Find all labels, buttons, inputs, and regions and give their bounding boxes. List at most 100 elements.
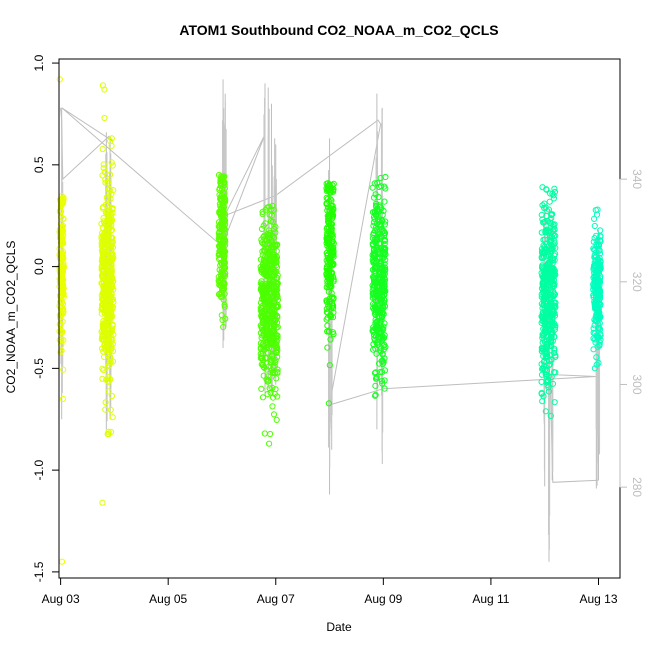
data-point [102, 399, 109, 406]
data-point [596, 292, 604, 299]
data-point [379, 271, 386, 278]
data-point [543, 212, 550, 219]
data-point [591, 276, 598, 283]
data-point [593, 306, 600, 313]
data-point [107, 406, 114, 413]
data-point [543, 367, 551, 374]
data-point [108, 216, 116, 223]
data-point [218, 177, 225, 184]
data-point [372, 296, 379, 303]
data-point [102, 406, 109, 413]
data-point [546, 198, 553, 205]
data-point [273, 274, 280, 281]
data-point-outlier [108, 135, 115, 142]
data-point [547, 234, 554, 241]
scatter-cluster [369, 173, 389, 399]
data-point [372, 191, 379, 198]
data-point [265, 203, 272, 210]
data-point [259, 208, 266, 215]
data-point [106, 360, 113, 367]
data-point [272, 386, 279, 393]
data-point-outlier [594, 206, 601, 213]
data-point [98, 296, 106, 303]
grey-trace-line [60, 107, 599, 483]
data-point [550, 195, 558, 202]
data-point [100, 165, 107, 172]
data-point [597, 302, 604, 309]
data-point [107, 307, 114, 314]
data-point [550, 269, 557, 277]
y2-tick-label: 280 [630, 477, 644, 497]
data-point [99, 266, 106, 273]
data-point [109, 325, 116, 332]
data-point [376, 183, 383, 191]
data-point-outlier [382, 173, 389, 181]
data-point [270, 278, 277, 285]
data-point [99, 247, 106, 254]
data-point [266, 318, 273, 325]
data-point [56, 302, 63, 309]
data-point [99, 304, 106, 311]
data-point [380, 296, 388, 303]
data-point [538, 348, 546, 355]
data-point [272, 359, 279, 366]
data-point [222, 270, 229, 277]
data-point [99, 365, 106, 372]
data-point [105, 338, 113, 345]
data-point [271, 226, 278, 233]
data-point [99, 375, 106, 382]
data-point [270, 394, 277, 401]
data-point [104, 305, 111, 312]
data-point [550, 224, 557, 231]
axes-layer: Aug 03 Aug 05 Aug 07 Aug 09 Aug 11 Aug 13 1.0 0… [32, 54, 644, 606]
data-point-outlier [59, 395, 67, 402]
data-point-outlier [56, 76, 63, 83]
data-point [551, 399, 558, 406]
data-point [548, 326, 555, 333]
data-point [262, 294, 269, 301]
data-point [541, 249, 548, 256]
data-point [372, 325, 379, 332]
data-point [259, 281, 266, 288]
data-point [109, 278, 117, 285]
data-point [268, 306, 276, 313]
data-point [325, 218, 332, 225]
data-point [99, 260, 106, 267]
data-point [590, 329, 597, 336]
data-point [104, 291, 111, 298]
data-point [218, 191, 226, 199]
data-point [324, 322, 331, 329]
data-point [542, 253, 550, 260]
data-point [273, 259, 280, 266]
scatter-cluster [323, 180, 337, 407]
data-point [371, 180, 378, 187]
data-point [99, 327, 106, 334]
data-point [269, 369, 276, 376]
data-point [274, 280, 281, 287]
data-point [218, 293, 225, 301]
scatter-cluster [56, 76, 67, 565]
data-point [109, 256, 116, 263]
data-point [257, 299, 265, 306]
data-point [221, 303, 228, 310]
y-tick-label: 0.0 [32, 258, 46, 275]
data-point [57, 232, 64, 239]
data-point [539, 334, 546, 342]
data-point [374, 318, 381, 325]
data-point [260, 320, 267, 327]
data-point [57, 311, 64, 318]
data-point [270, 268, 277, 275]
data-point [99, 232, 107, 239]
data-point [592, 268, 599, 275]
data-point [328, 274, 335, 281]
data-point [591, 235, 598, 242]
data-point [545, 228, 553, 235]
data-point-outlier [101, 86, 108, 93]
data-point [329, 233, 336, 240]
data-point [329, 294, 336, 301]
data-point [379, 351, 386, 358]
data-point [266, 385, 273, 392]
data-point [596, 237, 604, 244]
data-point [267, 291, 274, 298]
